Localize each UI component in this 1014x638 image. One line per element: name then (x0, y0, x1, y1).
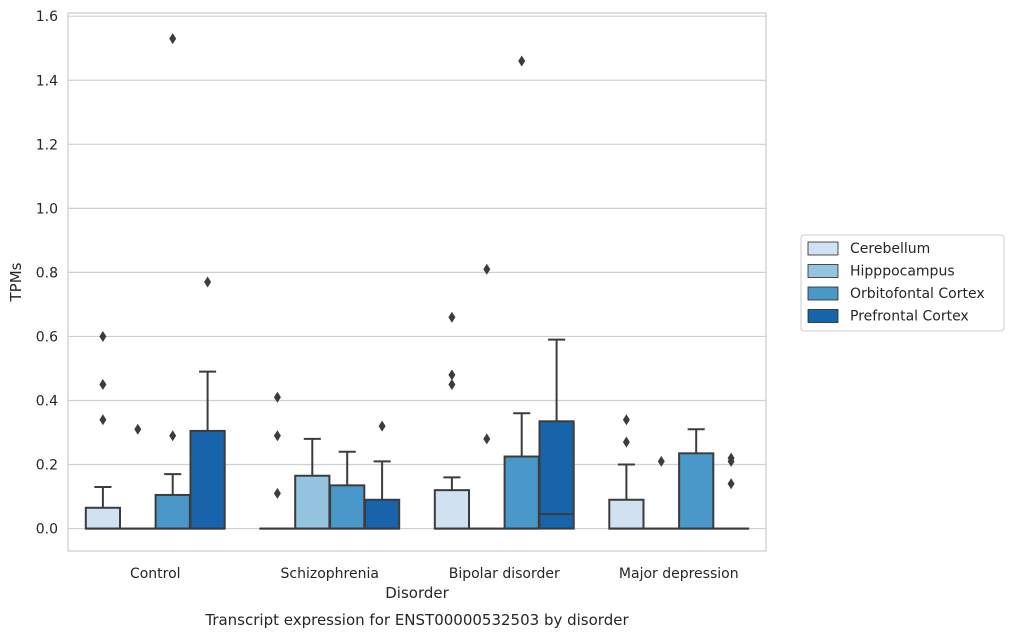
outlier-point (273, 487, 281, 499)
y-axis-title: TPMs (7, 262, 25, 302)
outlier-point (99, 330, 107, 342)
series-cerebellum (84, 311, 645, 530)
box (84, 330, 122, 530)
y-tick-label: 1.6 (36, 9, 58, 25)
outlier-point (273, 430, 281, 442)
box (189, 276, 226, 530)
outlier-point (99, 378, 107, 390)
outlier-point (169, 33, 177, 45)
box-body (329, 484, 366, 530)
series-hipppocampus (119, 263, 680, 530)
x-tick-label: Control (130, 566, 181, 582)
box (294, 437, 331, 530)
box-body (503, 455, 540, 530)
legend-swatch (807, 241, 839, 256)
outlier-point (448, 311, 456, 323)
box (154, 33, 191, 530)
legend-label: Hipppocampus (850, 264, 955, 280)
outlier-point (518, 55, 526, 67)
outlier-point (134, 423, 142, 435)
outlier-point (448, 369, 456, 381)
outlier-point (273, 391, 281, 403)
box (678, 428, 715, 530)
outlier-point (204, 276, 212, 288)
outlier-point (169, 430, 177, 442)
gridlines (68, 15, 766, 530)
y-axis-ticks: 0.0 0.2 0.4 0.6 0.8 1.0 1.2 1.4 1.6 (36, 9, 58, 537)
x-tick-label: Bipolar disorder (449, 566, 560, 582)
legend-swatch (807, 286, 839, 301)
chart-caption: Transcript expression for ENST0000053250… (204, 611, 629, 629)
outlier-point (657, 455, 665, 467)
legend-item: Prefrontal Cortex (807, 309, 969, 325)
legend-frame (800, 234, 1005, 332)
box (503, 55, 540, 530)
y-tick-label: 0.6 (36, 329, 58, 345)
box (119, 423, 156, 530)
outlier-point (727, 478, 735, 490)
outlier-point (378, 420, 386, 432)
box (608, 414, 645, 530)
legend-label: Orbitofontal Cortex (850, 286, 985, 302)
box-body (294, 474, 331, 530)
outlier-point (483, 433, 491, 445)
box-body (84, 506, 122, 530)
legend-swatch (807, 309, 839, 323)
box-body (608, 498, 645, 530)
box-body (538, 420, 575, 530)
legend-label: Cerebellum (850, 241, 930, 257)
legend-item: Orbitofontal Cortex (807, 286, 985, 302)
y-tick-label: 1.2 (36, 137, 58, 153)
y-tick-label: 0.8 (36, 265, 58, 281)
y-tick-label: 0.0 (36, 522, 58, 538)
outlier-point (448, 378, 456, 390)
box (643, 455, 680, 530)
x-axis-title: Disorder (385, 584, 449, 602)
legend-item: Cerebellum (807, 241, 930, 257)
x-tick-label: Schizophrenia (281, 566, 379, 582)
box (468, 263, 505, 530)
box-body (678, 452, 715, 530)
box-body (363, 498, 401, 530)
y-tick-label: 0.4 (36, 393, 58, 409)
legend-label: Prefrontal Cortex (850, 309, 969, 325)
box-body (154, 493, 191, 530)
legend-item: Hipppocampus (807, 264, 955, 280)
plot-area-frame (67, 12, 767, 552)
series-prefrontal-cortex (189, 276, 750, 530)
box (433, 311, 471, 530)
box-body (433, 489, 471, 530)
outlier-point (99, 414, 107, 426)
outlier-point (483, 263, 491, 275)
series-orbitofontal-cortex (154, 33, 715, 530)
outlier-point (727, 452, 735, 464)
y-tick-label: 1.0 (36, 201, 58, 217)
box (712, 452, 750, 530)
box (329, 450, 366, 530)
x-tick-label: Major depression (619, 566, 739, 582)
outlier-point (622, 436, 630, 448)
y-tick-label: 0.2 (36, 458, 58, 474)
x-axis-ticks: Control Schizophrenia Bipolar disorder Majo… (130, 566, 739, 582)
outlier-point (622, 414, 630, 426)
box (363, 420, 401, 530)
y-tick-label: 1.4 (36, 73, 58, 89)
box (538, 338, 575, 530)
legend-swatch (807, 264, 839, 278)
box-body (189, 429, 226, 530)
box (259, 391, 296, 530)
box-plot-series (84, 33, 750, 530)
legend: Cerebellum Hipppocampus Orbitofontal Corte… (800, 234, 1005, 332)
